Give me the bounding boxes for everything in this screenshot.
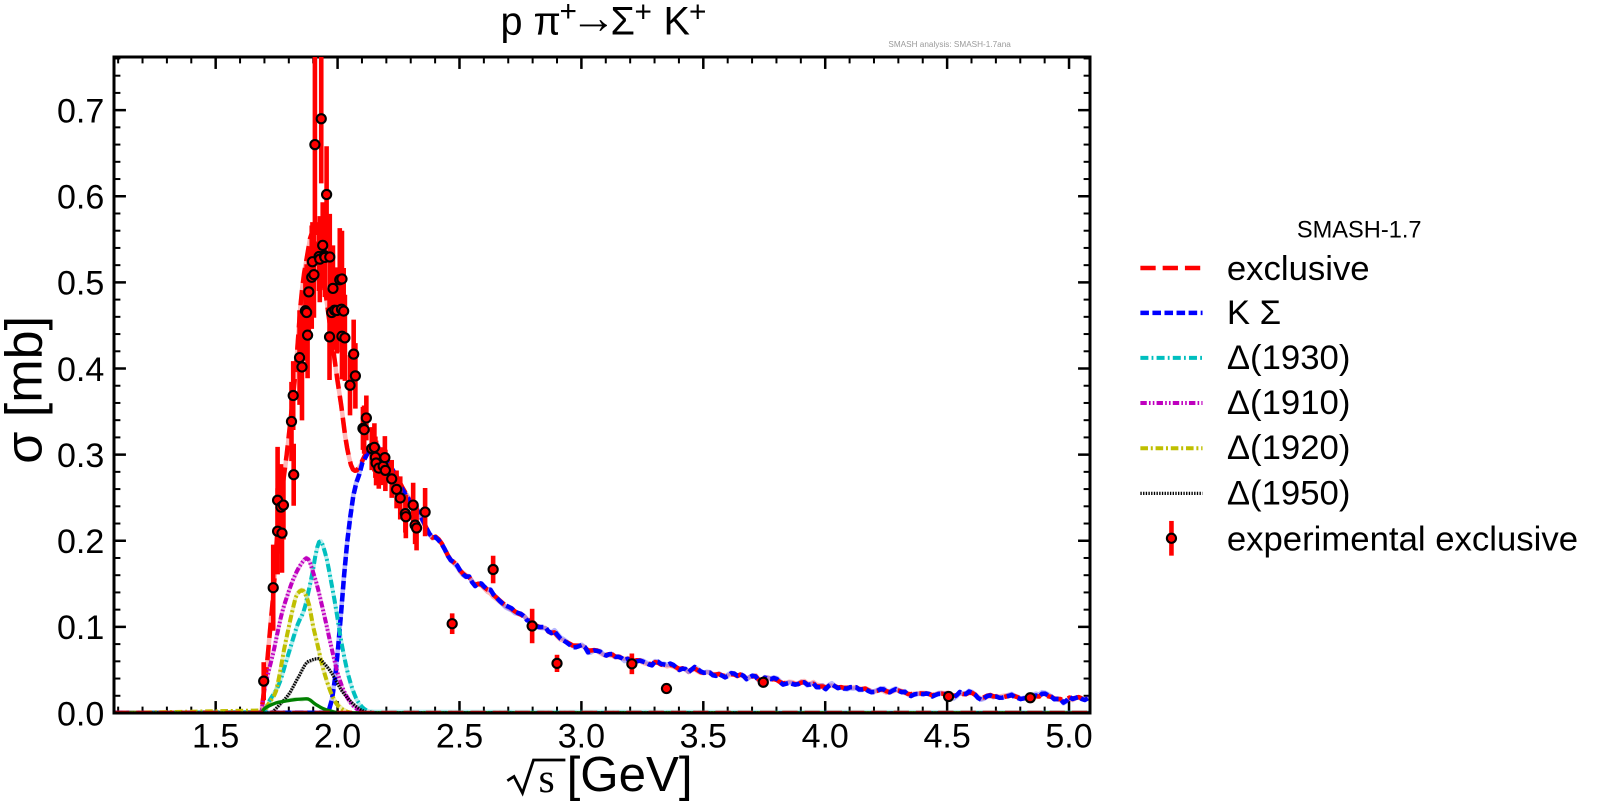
svg-text:0.5: 0.5 — [57, 265, 104, 303]
svg-text:Δ ( 1 9: Δ ( 1 9 3 0 ) — [1227, 339, 1351, 377]
svg-text:4.0: 4.0 — [802, 717, 849, 755]
svg-text:3.5: 3.5 — [680, 717, 727, 755]
svg-text:K Σ: K Σ — [1227, 294, 1281, 332]
svg-text:2.0: 2.0 — [314, 717, 361, 755]
svg-text:→: → — [571, 0, 617, 43]
svg-text:0.0: 0.0 — [57, 695, 104, 733]
svg-text:K: K — [664, 0, 690, 44]
svg-text:0.6: 0.6 — [57, 179, 104, 217]
svg-text:experimental exclusive: experimental exclusive — [1227, 520, 1578, 558]
svg-text:+: + — [635, 0, 652, 29]
svg-text:exclusive: exclusive — [1227, 250, 1370, 288]
svg-text:σ [mb]: σ [mb] — [0, 316, 54, 464]
svg-text:Δ ( 1 9: Δ ( 1 9 2 0 ) — [1227, 429, 1351, 467]
svg-text:SMASH analysis: SMASH-1.7ana: SMASH analysis: SMASH-1.7ana — [888, 40, 1011, 49]
svg-text:0.3: 0.3 — [57, 437, 104, 475]
svg-text:4.5: 4.5 — [923, 717, 970, 755]
svg-text:Σ: Σ — [611, 0, 635, 44]
svg-text:3.0: 3.0 — [558, 717, 605, 755]
svg-text:SMASH-1.7: SMASH-1.7 — [1297, 218, 1422, 244]
svg-text:+: + — [689, 0, 706, 29]
svg-text:0.4: 0.4 — [57, 351, 104, 389]
svg-text:1.5: 1.5 — [192, 717, 239, 755]
svg-text:p π: p π — [500, 0, 560, 44]
svg-text:s: s — [539, 756, 555, 802]
svg-text:0.7: 0.7 — [57, 92, 104, 130]
svg-text:0.2: 0.2 — [57, 523, 104, 561]
svg-text:5.0: 5.0 — [1045, 717, 1092, 755]
svg-text:0.1: 0.1 — [57, 609, 104, 647]
svg-text:Δ ( 1 9: Δ ( 1 9 5 0 ) — [1227, 474, 1351, 512]
svg-text:+: + — [560, 0, 577, 28]
svg-text:[GeV]: [GeV] — [567, 747, 693, 802]
svg-text:Δ ( 1 9: Δ ( 1 9 1 0 ) — [1227, 384, 1351, 422]
svg-text:2.5: 2.5 — [436, 717, 483, 755]
